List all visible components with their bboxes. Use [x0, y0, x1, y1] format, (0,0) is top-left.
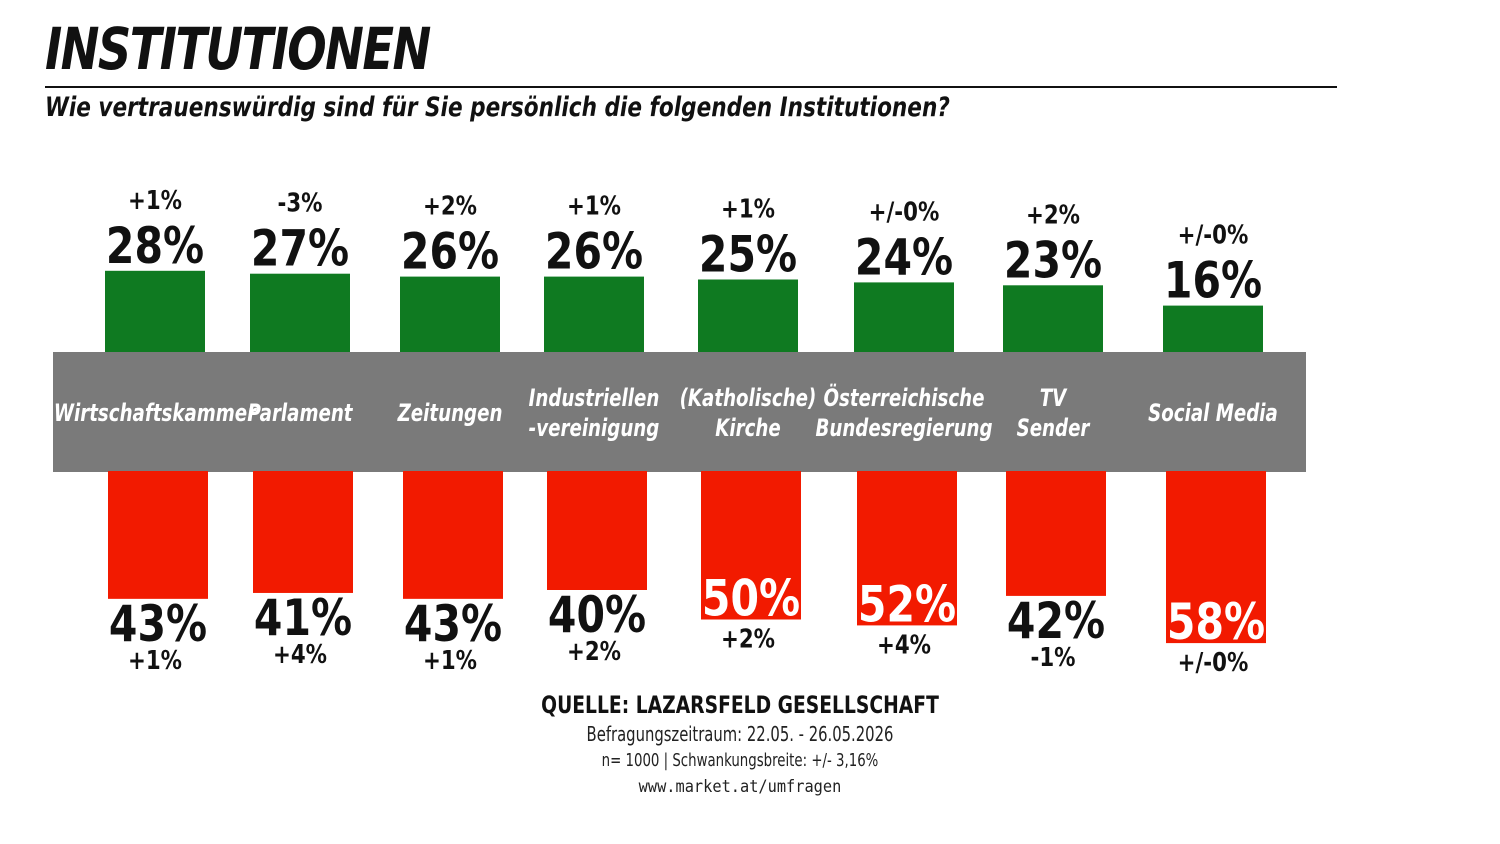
distrust-change-label: -1% [1030, 642, 1075, 673]
distrust-bar [701, 471, 801, 620]
category-label: Wirtschaftskammer [54, 400, 257, 428]
title-divider [45, 86, 1337, 88]
category-label: -vereinigung [529, 415, 660, 443]
trust-bar [1163, 305, 1263, 353]
category-label: Parlament [247, 400, 353, 428]
distrust-bar [253, 471, 353, 593]
trust-bar [698, 279, 798, 353]
distrust-bar [1166, 471, 1266, 644]
category-label: Social Media [1148, 400, 1278, 428]
distrust-value-label: 42% [1007, 592, 1105, 650]
distrust-value-label: 40% [548, 586, 646, 644]
trust-value-label: 26% [401, 223, 499, 281]
distrust-change-label: +2% [721, 623, 775, 654]
trust-change-label: +1% [128, 185, 182, 216]
distrust-value-label: 43% [109, 595, 207, 653]
distrust-bar [108, 471, 208, 599]
trust-value-label: 27% [251, 220, 349, 278]
distrust-change-label: +2% [567, 636, 621, 667]
distrust-value-label: 52% [858, 575, 956, 633]
distrust-bar [403, 471, 503, 599]
page-subtitle: Wie vertrauenswürdig sind für Sie persön… [45, 92, 950, 123]
trust-value-label: 28% [106, 217, 204, 275]
source-title: QUELLE: LAZARSFELD GESELLSCHAFT [541, 691, 939, 719]
category-label: Kirche [715, 415, 781, 443]
trust-change-label: +2% [1026, 199, 1080, 230]
category-label: Sender [1017, 415, 1091, 443]
distrust-bar [1006, 471, 1106, 596]
source-block: QUELLE: LAZARSFELD GESELLSCHAFT Befragun… [480, 690, 1000, 800]
trust-bar [854, 282, 954, 353]
distrust-change-label: +1% [423, 645, 477, 676]
trust-bar [544, 276, 644, 353]
category-label: Österreichische [823, 383, 984, 412]
distrust-change-label: +/-0% [1178, 647, 1249, 678]
trust-bar [250, 273, 350, 353]
category-label: (Katholische) [680, 385, 817, 413]
trust-bar [1003, 285, 1103, 353]
category-label: Industriellen [529, 385, 660, 413]
trust-bar [400, 276, 500, 353]
trust-change-label: +1% [567, 191, 621, 222]
trust-value-label: 25% [699, 226, 797, 284]
source-sample: n= 1000 | Schwankungsbreite: +/- 3,16% [601, 750, 879, 771]
trust-value-label: 23% [1004, 231, 1102, 289]
category-label: TV [1040, 385, 1068, 413]
trust-change-label: +/-0% [1178, 220, 1249, 251]
distrust-change-label: +4% [877, 629, 931, 660]
source-period: Befragungszeitraum: 22.05. - 26.05.2026 [586, 722, 894, 746]
distrust-bar [547, 471, 647, 590]
trust-change-label: -3% [277, 188, 322, 219]
source-url: www.market.at/umfragen [638, 777, 842, 797]
trust-value-label: 16% [1164, 252, 1262, 310]
category-band [53, 352, 1306, 472]
trust-bar [105, 270, 205, 353]
page-title: INSTITUTIONEN [45, 15, 431, 83]
distrust-change-label: +4% [273, 639, 327, 670]
distrust-value-label: 41% [254, 589, 352, 647]
trust-change-label: +1% [721, 193, 775, 224]
distrust-value-label: 50% [702, 570, 800, 628]
category-label: Zeitungen [397, 400, 503, 428]
distrust-bar [857, 471, 957, 626]
distrust-value-label: 58% [1167, 593, 1265, 651]
category-label: Bundesregierung [815, 415, 992, 443]
distrust-value-label: 43% [404, 595, 502, 653]
trust-value-label: 26% [545, 223, 643, 281]
trust-value-label: 24% [855, 228, 953, 286]
trust-change-label: +/-0% [869, 196, 940, 227]
distrust-change-label: +1% [128, 645, 182, 676]
trust-change-label: +2% [423, 191, 477, 222]
